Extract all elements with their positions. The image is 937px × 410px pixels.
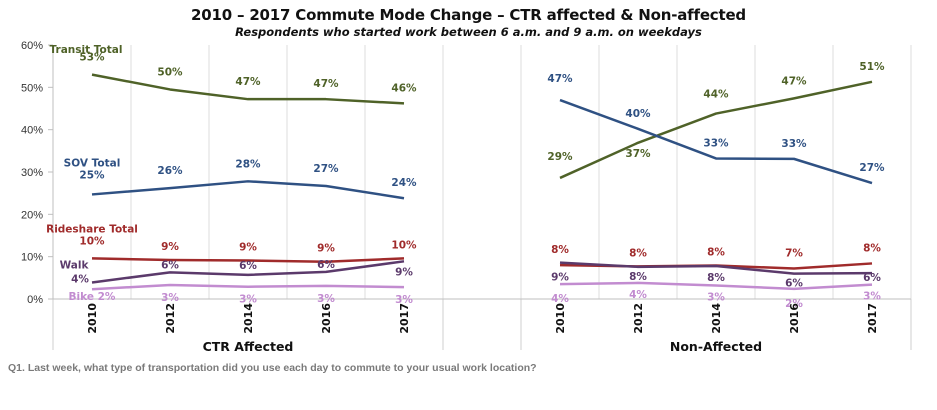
footnote: Q1. Last week, what type of transportati… bbox=[8, 362, 537, 374]
y-tick-labels: 0% 10% 20% 30% 40% 50% 60% bbox=[21, 40, 43, 306]
data-label: 51% bbox=[859, 61, 885, 73]
data-label: 3% bbox=[395, 294, 413, 306]
x-tick-label: 2014 bbox=[710, 303, 723, 334]
data-label: 2% bbox=[785, 298, 803, 310]
chart-title: 2010 – 2017 Commute Mode Change – CTR af… bbox=[191, 6, 746, 24]
data-label: 6% bbox=[317, 259, 335, 271]
data-labels: 53% 50% 47% 47% 46% 25% 26% 28% 27% 24% 10% 9% 9% 9% 1… bbox=[71, 52, 885, 310]
y-tick-label: 60% bbox=[21, 40, 43, 52]
data-label: 6% bbox=[863, 272, 881, 284]
data-label: 3% bbox=[317, 293, 335, 305]
data-label: 3% bbox=[239, 294, 257, 306]
y-tick-label: 10% bbox=[21, 252, 43, 264]
data-label: 8% bbox=[629, 271, 647, 283]
data-label: 3% bbox=[707, 291, 725, 303]
data-label: 46% bbox=[391, 82, 417, 94]
data-label: 6% bbox=[161, 259, 179, 271]
group-labels: CTR Affected Non-Affected bbox=[203, 339, 763, 354]
data-label: 47% bbox=[313, 78, 339, 90]
y-tick-label: 30% bbox=[21, 167, 43, 179]
data-label: 44% bbox=[703, 89, 729, 101]
data-label: 7% bbox=[785, 248, 803, 260]
data-label: 4% bbox=[71, 273, 89, 285]
series-name-sov-total: SOV Total bbox=[64, 157, 121, 169]
data-label: 40% bbox=[625, 108, 651, 120]
data-label: 26% bbox=[157, 165, 183, 177]
data-label: 9% bbox=[551, 272, 569, 284]
data-label: 8% bbox=[707, 247, 725, 259]
data-label: 27% bbox=[313, 163, 339, 175]
x-tick-labels: 2010 2012 2014 2016 2017 2010 2012 2014 2016 2017 bbox=[86, 303, 879, 334]
x-tick-label: 2016 bbox=[320, 303, 333, 334]
data-label: 10% bbox=[79, 235, 105, 247]
data-label: 10% bbox=[391, 239, 417, 251]
data-label: 8% bbox=[707, 272, 725, 284]
data-label: 9% bbox=[161, 241, 179, 253]
x-tick-label: 2017 bbox=[398, 303, 411, 334]
y-tick-label: 0% bbox=[27, 294, 43, 306]
data-label: 4% bbox=[551, 293, 569, 305]
data-label: 8% bbox=[863, 242, 881, 254]
data-label: 53% bbox=[79, 52, 105, 64]
series-name-transit-total: Transit Total bbox=[50, 44, 123, 56]
group-label-1: Non-Affected bbox=[670, 339, 762, 354]
data-label: 47% bbox=[547, 73, 573, 85]
group-label-0: CTR Affected bbox=[203, 339, 294, 354]
x-tick-label: 2017 bbox=[866, 303, 879, 334]
data-label: 9% bbox=[317, 243, 335, 255]
data-label: 25% bbox=[79, 169, 105, 181]
series-name-walk: Walk bbox=[60, 259, 90, 271]
series-name-bike: Bike 2% bbox=[69, 291, 116, 303]
data-label: 28% bbox=[235, 158, 261, 170]
series-name-labels: Transit Total SOV Total Rideshare Total Wal… bbox=[46, 44, 138, 303]
x-tick-label: 2014 bbox=[242, 303, 255, 334]
series-line-bike bbox=[91, 283, 405, 291]
x-tick-label: 2012 bbox=[164, 303, 177, 334]
x-tick-label: 2012 bbox=[632, 303, 645, 334]
y-tick-label: 40% bbox=[21, 125, 43, 137]
data-label: 8% bbox=[629, 247, 647, 259]
data-label: 37% bbox=[625, 148, 651, 160]
series-lines bbox=[91, 73, 873, 291]
data-label: 3% bbox=[161, 292, 179, 304]
data-label: 33% bbox=[781, 138, 807, 150]
data-label: 6% bbox=[785, 278, 803, 290]
data-label: 50% bbox=[157, 66, 183, 78]
data-label: 6% bbox=[239, 260, 257, 272]
series-name-rideshare-total: Rideshare Total bbox=[46, 223, 138, 235]
data-label: 47% bbox=[235, 76, 261, 88]
data-label: 4% bbox=[629, 289, 647, 301]
chart-subtitle: Respondents who started work between 6 a… bbox=[235, 25, 702, 39]
axes bbox=[48, 44, 912, 350]
data-label: 8% bbox=[551, 244, 569, 256]
data-label: 47% bbox=[781, 75, 807, 87]
series-line-sov-total bbox=[91, 180, 405, 200]
data-label: 29% bbox=[547, 151, 573, 163]
y-tick-label: 20% bbox=[21, 209, 43, 221]
x-tick-label: 2010 bbox=[554, 303, 567, 334]
data-label: 24% bbox=[391, 177, 417, 189]
data-label: 9% bbox=[239, 241, 257, 253]
data-label: 9% bbox=[395, 266, 413, 278]
x-tick-label: 2010 bbox=[86, 303, 99, 334]
line-chart: 53% 50% 47% 47% 46% 25% 26% 28% 27% 24% 10% 9% 9% 9% 1… bbox=[21, 40, 912, 354]
data-label: 3% bbox=[863, 291, 881, 303]
y-tick-label: 50% bbox=[21, 82, 43, 94]
data-label: 27% bbox=[859, 162, 885, 174]
x-tick-label: 2016 bbox=[788, 303, 801, 334]
data-label: 33% bbox=[703, 137, 729, 149]
